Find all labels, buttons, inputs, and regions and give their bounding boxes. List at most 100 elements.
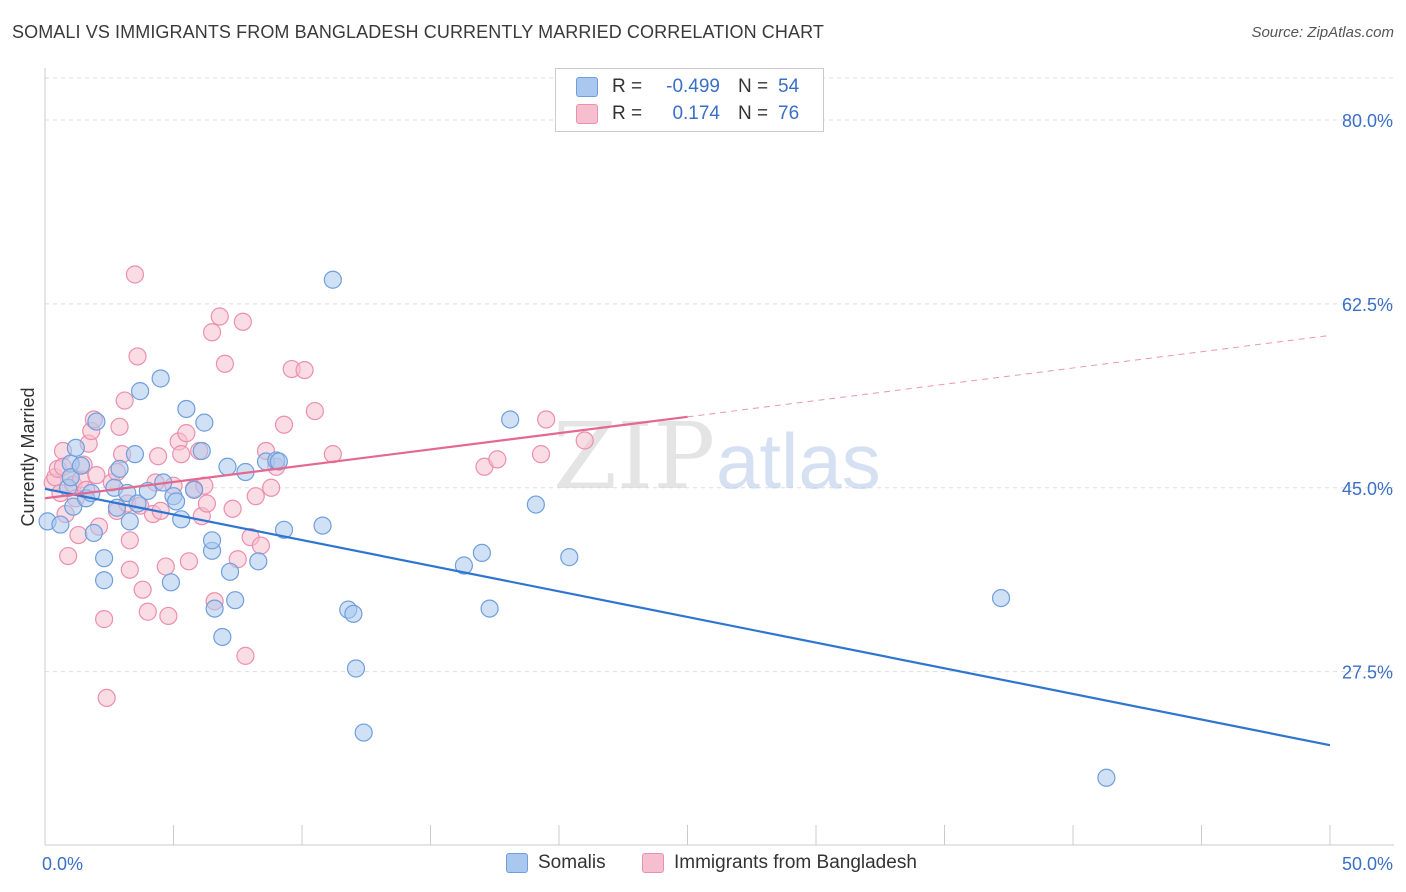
somali-point (184, 480, 204, 499)
somali-point (454, 556, 474, 575)
bangladesh-point (172, 445, 191, 464)
legend-r-label: R = (612, 103, 643, 124)
legend-r-value: 0.174 (672, 103, 720, 124)
bangladesh-point (575, 431, 594, 450)
bangladesh-point (531, 445, 551, 464)
watermark-atlas: atlas (716, 417, 881, 505)
somali-point (87, 412, 106, 431)
trend-line-somalis (44, 487, 1331, 747)
somali-point (84, 523, 103, 543)
series-swatch-somalis (506, 853, 528, 873)
somali-point (71, 456, 91, 475)
legend-n-label: N = (738, 103, 769, 124)
somali-point (346, 659, 366, 678)
legend-r-value: -0.499 (666, 76, 720, 97)
bangladesh-point (59, 546, 78, 566)
legend-n-value: 76 (778, 103, 800, 124)
chart-source: Source: ZipAtlas.com (1251, 24, 1394, 41)
tick-labels: 27.5% 45.0% 62.5% 80.0% 0.0% 50.0% (42, 111, 1393, 874)
somali-point (1097, 768, 1116, 787)
somali-point (66, 438, 85, 457)
bangladesh-point (236, 646, 255, 665)
chart-title: SOMALI VS IMMIGRANTS FROM BANGLADESH CUR… (12, 22, 824, 42)
somali-point (125, 445, 145, 464)
y-tick-label: 80.0% (1342, 111, 1393, 131)
bangladesh-point (97, 688, 116, 708)
grid-lines (45, 77, 1394, 673)
bangladesh-point (295, 360, 314, 380)
axes (44, 68, 1394, 846)
somali-point (526, 495, 545, 514)
somali-point (151, 369, 170, 388)
somali-point (249, 552, 268, 571)
somali-point (560, 548, 579, 567)
trend-line-bangladesh (44, 415, 688, 500)
y-tick-label: 62.5% (1342, 295, 1393, 315)
x-tick-label: 0.0% (42, 854, 83, 874)
bangladesh-point (128, 347, 147, 366)
series-swatch-bangladesh (642, 853, 664, 873)
series-label-somalis: Somalis (538, 852, 606, 873)
bangladesh-point (262, 478, 281, 497)
bangladesh-point (274, 415, 294, 434)
bangladesh-point (197, 494, 217, 513)
data-points (38, 265, 1116, 787)
legend-swatch-somalis (576, 77, 598, 97)
bangladesh-point (223, 499, 242, 518)
somali-point (220, 562, 240, 581)
somali-point (218, 457, 237, 476)
somali-point (226, 591, 245, 610)
bangladesh-point (537, 410, 556, 429)
y-tick-label: 45.0% (1342, 479, 1393, 499)
somali-point (177, 399, 196, 419)
bangladesh-point (120, 531, 139, 550)
somali-point (95, 549, 114, 568)
bangladesh-point (95, 610, 114, 629)
bangladesh-point (87, 466, 106, 485)
bangladesh-point (202, 323, 222, 342)
bangladesh-point (246, 487, 265, 506)
somali-point (213, 627, 232, 647)
y-axis-label: Currently Married (18, 387, 38, 526)
somali-point (61, 468, 80, 487)
series-legend: Somalis Immigrants from Bangladesh (0, 852, 1406, 876)
watermark: ZIP atlas (553, 403, 881, 510)
bangladesh-point (156, 557, 175, 576)
legend-n-label: N = (738, 76, 769, 97)
legend-row-bangladesh: R = 0.174 N = 76 (576, 102, 799, 126)
bangladesh-point (210, 307, 229, 326)
bangladesh-point (233, 312, 252, 331)
somali-point (120, 512, 139, 531)
bangladesh-point (115, 391, 134, 410)
somali-point (172, 510, 191, 529)
bangladesh-point (251, 536, 270, 555)
somali-point (64, 497, 83, 516)
bangladesh-point (69, 525, 88, 545)
somali-point (161, 573, 181, 592)
bangladesh-point (138, 602, 157, 621)
bangladesh-point (488, 450, 507, 469)
bangladesh-point (148, 447, 168, 466)
bangladesh-point (125, 265, 145, 284)
legend-n-value: 54 (778, 76, 800, 97)
trend-lines (44, 334, 1331, 747)
somali-point (202, 531, 222, 550)
series-label-bangladesh: Immigrants from Bangladesh (674, 852, 917, 873)
somali-point (195, 413, 214, 432)
bangladesh-point (177, 424, 196, 443)
series-legend-bangladesh[interactable]: Immigrants from Bangladesh (642, 852, 917, 874)
bangladesh-point (133, 580, 152, 599)
somali-point (205, 599, 224, 618)
somali-point (991, 588, 1011, 608)
trend-line-bangladesh-extension (687, 334, 1331, 418)
bangladesh-point (215, 354, 234, 373)
somali-point (274, 520, 294, 539)
series-legend-somalis[interactable]: Somalis (506, 852, 606, 874)
somali-point (344, 604, 363, 623)
legend-row-somalis: R = -0.499 N = 54 (576, 75, 799, 99)
somali-point (269, 452, 288, 471)
somali-point (130, 382, 150, 401)
somali-point (313, 516, 332, 535)
bangladesh-point (179, 552, 199, 571)
